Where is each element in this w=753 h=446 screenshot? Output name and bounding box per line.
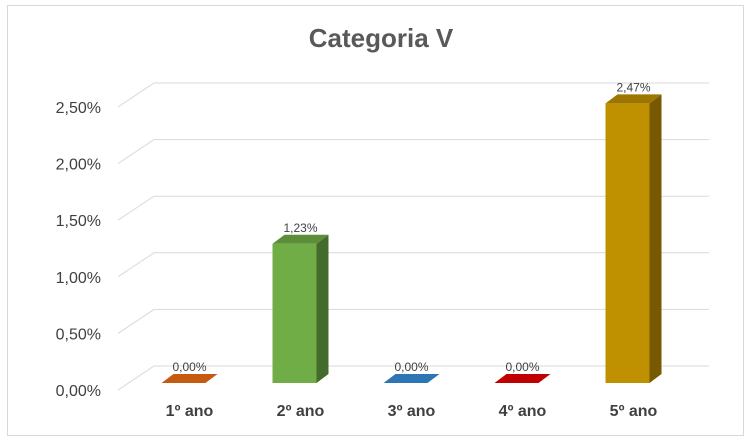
bars: 0,00% 1,23% 0,00% 0,00% 2,47% — [161, 80, 662, 384]
y-tick-label: 0,50% — [56, 326, 101, 343]
x-tick-label: 4º ano — [499, 403, 547, 420]
bar-3: 0,00% — [383, 360, 440, 383]
x-axis-ticks: 1º ano 2º ano 3º ano 4º ano 5º ano — [166, 403, 658, 420]
y-axis-ticks: 0,00% 0,50% 1,00% 1,50% 2,00% 2,50% — [56, 100, 101, 400]
gridlines — [117, 82, 709, 391]
bar-top — [161, 374, 218, 383]
bar-4: 0,00% — [494, 360, 551, 383]
gridline — [117, 139, 709, 165]
x-tick-label: 3º ano — [388, 403, 436, 420]
y-tick-label: 0,00% — [56, 383, 101, 400]
bar-1: 0,00% — [161, 360, 218, 383]
gridline — [117, 195, 709, 221]
bar-top — [494, 374, 551, 383]
bar-front — [605, 103, 650, 383]
gridline — [117, 308, 709, 334]
data-label: 0,00% — [394, 360, 428, 374]
gridline — [117, 82, 709, 108]
bar-5: 2,47% — [605, 80, 662, 384]
y-tick-label: 2,00% — [56, 157, 101, 174]
bar-front — [272, 243, 317, 383]
bar-2: 1,23% — [272, 221, 329, 383]
x-tick-label: 1º ano — [166, 403, 214, 420]
bar-top — [383, 374, 440, 383]
bar-top — [272, 234, 329, 244]
gridline — [117, 252, 709, 278]
chart-title: Categoria V — [309, 23, 454, 53]
bar-side — [316, 234, 329, 383]
y-tick-label: 1,50% — [56, 213, 101, 230]
y-tick-label: 1,00% — [56, 270, 101, 287]
bar-side — [649, 94, 662, 384]
data-label: 0,00% — [505, 360, 539, 374]
x-tick-label: 2º ano — [277, 403, 325, 420]
data-label: 0,00% — [172, 360, 206, 374]
data-label: 2,47% — [616, 80, 650, 94]
bar-top — [605, 94, 662, 104]
data-label: 1,23% — [283, 221, 317, 235]
gridline — [117, 365, 709, 391]
y-tick-label: 2,50% — [56, 100, 101, 117]
x-tick-label: 5º ano — [610, 403, 658, 420]
